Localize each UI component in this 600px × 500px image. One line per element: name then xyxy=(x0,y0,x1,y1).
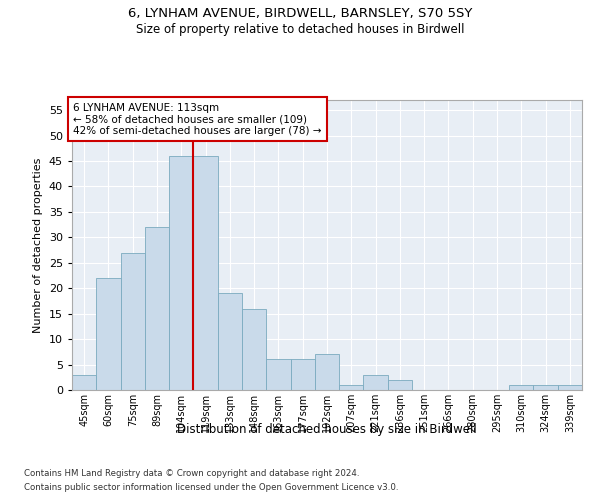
Bar xyxy=(242,308,266,390)
Text: Contains public sector information licensed under the Open Government Licence v3: Contains public sector information licen… xyxy=(24,484,398,492)
Bar xyxy=(315,354,339,390)
Bar xyxy=(72,374,96,390)
Bar xyxy=(364,374,388,390)
Bar xyxy=(290,360,315,390)
Bar xyxy=(218,294,242,390)
Text: Distribution of detached houses by size in Birdwell: Distribution of detached houses by size … xyxy=(177,422,477,436)
Y-axis label: Number of detached properties: Number of detached properties xyxy=(33,158,43,332)
Bar xyxy=(169,156,193,390)
Bar xyxy=(145,227,169,390)
Text: Size of property relative to detached houses in Birdwell: Size of property relative to detached ho… xyxy=(136,22,464,36)
Text: 6 LYNHAM AVENUE: 113sqm
← 58% of detached houses are smaller (109)
42% of semi-d: 6 LYNHAM AVENUE: 113sqm ← 58% of detache… xyxy=(73,102,322,136)
Bar xyxy=(193,156,218,390)
Bar xyxy=(121,252,145,390)
Bar xyxy=(266,360,290,390)
Bar xyxy=(558,385,582,390)
Bar xyxy=(509,385,533,390)
Text: Contains HM Land Registry data © Crown copyright and database right 2024.: Contains HM Land Registry data © Crown c… xyxy=(24,468,359,477)
Bar xyxy=(339,385,364,390)
Bar xyxy=(533,385,558,390)
Bar xyxy=(96,278,121,390)
Text: 6, LYNHAM AVENUE, BIRDWELL, BARNSLEY, S70 5SY: 6, LYNHAM AVENUE, BIRDWELL, BARNSLEY, S7… xyxy=(128,8,472,20)
Bar xyxy=(388,380,412,390)
